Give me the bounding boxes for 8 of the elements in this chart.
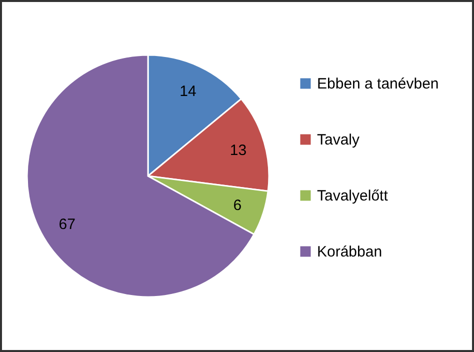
data-label: 67: [58, 216, 76, 233]
data-label: 13: [230, 142, 247, 159]
legend-label: Korábban: [317, 244, 382, 260]
legend-label: Ebben a tanévben: [317, 76, 439, 92]
data-label: 6: [233, 197, 242, 214]
legend-label: Tavalyelőtt: [317, 188, 389, 204]
data-label: 14: [180, 82, 196, 100]
legend-label: Tavaly: [317, 132, 360, 148]
